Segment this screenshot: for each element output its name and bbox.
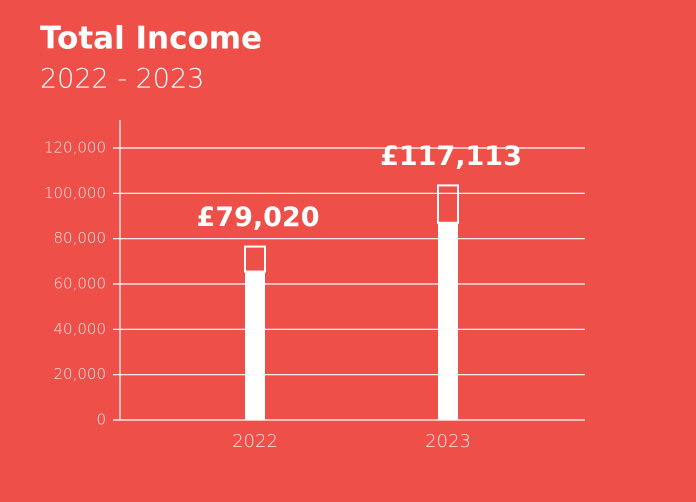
y-tick-label: 20,000	[54, 365, 107, 383]
data-label: £117,113	[380, 141, 522, 172]
bar	[438, 222, 458, 420]
y-tick-label: 80,000	[54, 229, 107, 247]
data-label: £79,020	[197, 202, 320, 233]
x-tick-label: 2023	[425, 431, 471, 452]
y-tick-label: 120,000	[44, 139, 106, 157]
x-tick-label: 2022	[232, 431, 278, 452]
bar	[245, 271, 265, 420]
y-tick-label: 40,000	[54, 320, 107, 338]
y-tick-label: 60,000	[54, 275, 107, 293]
chart-title: Total Income	[40, 21, 262, 57]
chart-subtitle: 2022 - 2023	[40, 64, 204, 95]
bar	[437, 184, 459, 224]
y-tick-label: 0	[96, 411, 106, 429]
y-tick-label: 100,000	[44, 184, 106, 202]
bar	[244, 245, 266, 273]
